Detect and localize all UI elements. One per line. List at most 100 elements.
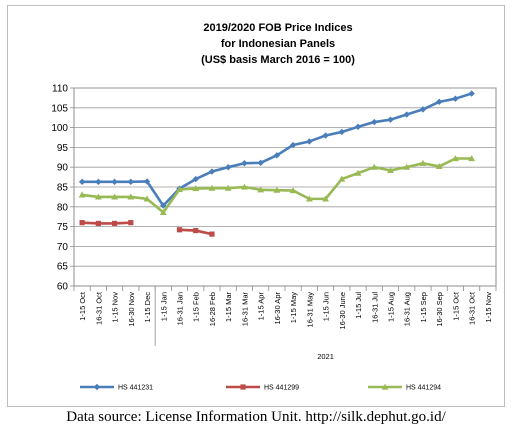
data-point bbox=[208, 168, 216, 175]
legend-marker bbox=[381, 383, 389, 390]
x-tick-label: 16-30 Sep bbox=[435, 292, 444, 327]
data-point bbox=[306, 138, 313, 145]
x-tick-label: 1-15 Jan bbox=[159, 292, 168, 321]
x-tick-label: 1-15 Jun bbox=[322, 292, 331, 321]
legend-label: HS 441231 bbox=[118, 385, 153, 392]
x-tick-label: 16-31 Jul bbox=[370, 292, 379, 323]
y-tick-label: 90 bbox=[57, 163, 69, 174]
y-tick-label: 80 bbox=[57, 202, 69, 213]
data-point bbox=[403, 111, 410, 118]
data-point bbox=[127, 193, 135, 200]
data-point bbox=[78, 178, 86, 186]
data-point bbox=[257, 186, 265, 193]
data-point bbox=[468, 90, 475, 97]
chart-frame: 2019/2020 FOB Price Indices for Indonesia… bbox=[7, 5, 505, 407]
y-tick-label: 100 bbox=[51, 123, 68, 134]
year-group-label: 2021 bbox=[317, 352, 334, 361]
y-tick-label: 75 bbox=[57, 222, 69, 233]
data-point bbox=[257, 159, 264, 167]
x-tick-label: 1-15 May bbox=[289, 292, 298, 324]
x-tick-label: 1-15 Oct bbox=[78, 291, 87, 321]
data-point bbox=[419, 106, 427, 113]
data-point bbox=[289, 141, 297, 149]
data-point bbox=[176, 227, 183, 233]
chart-title-line-1: 2019/2020 FOB Price Indices bbox=[203, 22, 352, 34]
legend-marker bbox=[93, 383, 101, 391]
data-point bbox=[111, 220, 118, 227]
data-point bbox=[193, 227, 199, 234]
data-point bbox=[305, 195, 313, 202]
data-point bbox=[435, 98, 443, 106]
x-tick-label: 1-15 Feb bbox=[192, 292, 201, 322]
data-point bbox=[370, 163, 378, 170]
x-tick-label: 16-31 Mar bbox=[240, 292, 249, 327]
legend-label: HS 441294 bbox=[406, 385, 441, 392]
data-point bbox=[354, 169, 362, 176]
data-point bbox=[338, 175, 346, 182]
y-tick-label: 65 bbox=[57, 262, 69, 273]
x-tick-label: 16-30 Nov bbox=[127, 292, 136, 327]
data-point bbox=[143, 178, 151, 185]
data-point bbox=[224, 164, 232, 171]
x-tick-label: 1-15 Jul bbox=[354, 292, 363, 319]
x-tick-label: 16-31 May bbox=[305, 292, 314, 328]
data-point bbox=[371, 118, 378, 126]
data-point bbox=[78, 191, 86, 198]
x-tick-label: 16-28 Feb bbox=[208, 292, 217, 326]
series-line bbox=[82, 221, 131, 225]
data-point bbox=[468, 155, 476, 162]
series-hs-441294 bbox=[78, 155, 476, 215]
data-point bbox=[95, 178, 102, 186]
data-point bbox=[192, 185, 200, 192]
data-point bbox=[143, 195, 151, 202]
series-hs-441231 bbox=[78, 90, 475, 209]
x-tick-label: 16-30 June bbox=[338, 292, 347, 330]
line-chart: 2019/2020 FOB Price Indices for Indonesia… bbox=[51, 22, 497, 392]
y-tick-label: 110 bbox=[52, 84, 68, 95]
y-tick-label: 70 bbox=[57, 242, 69, 253]
data-point bbox=[176, 185, 183, 192]
data-point bbox=[111, 178, 118, 186]
data-point bbox=[127, 178, 135, 186]
x-tick-label: 1-15 Mar bbox=[224, 292, 233, 323]
x-tick-label: 16-31 Oct bbox=[94, 291, 103, 325]
data-point bbox=[241, 183, 248, 190]
data-point bbox=[95, 220, 101, 227]
data-point bbox=[452, 95, 459, 102]
legend-entry: HS 441231 bbox=[80, 383, 153, 392]
data-point bbox=[452, 155, 459, 162]
data-point bbox=[387, 116, 394, 123]
chart-title-line-3: (US$ basis March 2016 = 100) bbox=[201, 54, 355, 66]
data-point bbox=[338, 128, 346, 136]
legend-marker bbox=[240, 384, 246, 390]
data-point bbox=[209, 231, 215, 237]
x-tick-label: 16-31 Jan bbox=[176, 292, 185, 325]
data-point bbox=[208, 184, 216, 191]
data-point bbox=[224, 184, 232, 191]
x-tick-label: 1-15 Aug bbox=[387, 292, 396, 322]
legend-label: HS 441299 bbox=[264, 385, 299, 392]
data-point bbox=[128, 220, 134, 226]
data-point bbox=[322, 195, 329, 202]
chart-title: 2019/2020 FOB Price Indices for Indonesia… bbox=[201, 22, 355, 66]
x-tick-label: 1-15 Dec bbox=[143, 292, 152, 323]
data-point bbox=[111, 193, 118, 200]
data-point bbox=[79, 220, 85, 226]
data-point bbox=[241, 160, 248, 167]
series-hs-441299 bbox=[79, 220, 215, 237]
y-tick-label: 60 bbox=[57, 282, 69, 293]
x-tick-label: 1-15 Oct bbox=[451, 291, 460, 321]
data-point bbox=[289, 187, 297, 194]
data-point bbox=[419, 159, 427, 166]
x-tick-label: 16-30 Apr bbox=[273, 292, 282, 325]
legend-entry: HS 441299 bbox=[226, 384, 299, 392]
data-point bbox=[354, 123, 362, 131]
y-tick-label: 85 bbox=[57, 183, 69, 194]
data-point bbox=[273, 152, 281, 159]
legend-entry: HS 441294 bbox=[368, 383, 441, 392]
y-tick-label: 105 bbox=[51, 103, 68, 114]
data-point bbox=[435, 163, 443, 170]
y-tick-label: 95 bbox=[57, 143, 69, 154]
x-tick-label: 16-31 Oct bbox=[468, 291, 477, 325]
data-point bbox=[322, 132, 329, 139]
